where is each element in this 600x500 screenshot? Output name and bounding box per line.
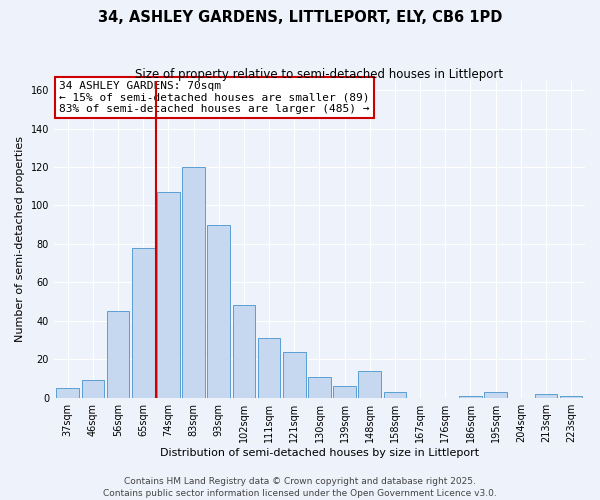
Text: 34, ASHLEY GARDENS, LITTLEPORT, ELY, CB6 1PD: 34, ASHLEY GARDENS, LITTLEPORT, ELY, CB6…	[98, 10, 502, 25]
Bar	[535, 394, 557, 398]
Bar	[132, 248, 155, 398]
Bar	[82, 380, 104, 398]
Bar	[157, 192, 180, 398]
Bar	[283, 352, 305, 398]
Bar	[484, 392, 507, 398]
Bar	[334, 386, 356, 398]
Bar	[308, 376, 331, 398]
X-axis label: Distribution of semi-detached houses by size in Littleport: Distribution of semi-detached houses by …	[160, 448, 479, 458]
Bar	[383, 392, 406, 398]
Bar	[182, 167, 205, 398]
Bar	[208, 224, 230, 398]
Bar	[107, 311, 130, 398]
Text: Contains HM Land Registry data © Crown copyright and database right 2025.
Contai: Contains HM Land Registry data © Crown c…	[103, 476, 497, 498]
Bar	[233, 306, 255, 398]
Bar	[560, 396, 583, 398]
Text: 34 ASHLEY GARDENS: 70sqm
← 15% of semi-detached houses are smaller (89)
83% of s: 34 ASHLEY GARDENS: 70sqm ← 15% of semi-d…	[59, 80, 370, 114]
Title: Size of property relative to semi-detached houses in Littleport: Size of property relative to semi-detach…	[136, 68, 503, 80]
Y-axis label: Number of semi-detached properties: Number of semi-detached properties	[15, 136, 25, 342]
Bar	[358, 371, 381, 398]
Bar	[258, 338, 280, 398]
Bar	[459, 396, 482, 398]
Bar	[56, 388, 79, 398]
